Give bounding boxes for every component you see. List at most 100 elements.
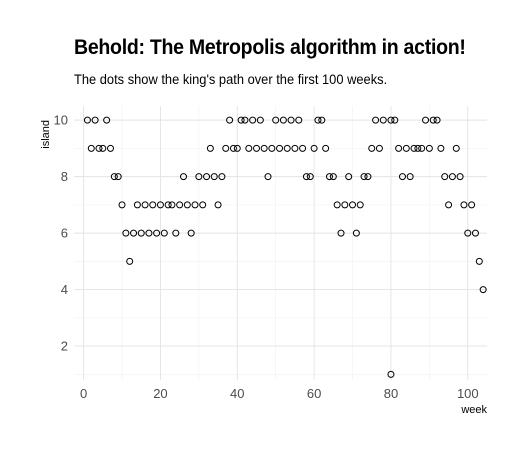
data-point bbox=[295, 116, 303, 124]
data-point bbox=[345, 173, 353, 181]
data-point bbox=[441, 173, 449, 181]
data-point bbox=[291, 144, 299, 152]
data-point bbox=[130, 229, 138, 237]
data-point bbox=[375, 144, 383, 152]
data-point bbox=[475, 257, 483, 265]
data-point bbox=[268, 144, 276, 152]
data-point bbox=[337, 229, 345, 237]
data-point bbox=[414, 144, 422, 152]
data-point bbox=[137, 229, 145, 237]
grid-lines bbox=[74, 106, 487, 380]
data-point bbox=[287, 116, 295, 124]
data-point bbox=[149, 201, 157, 209]
data-point bbox=[333, 201, 341, 209]
data-point bbox=[395, 144, 403, 152]
x-tick-label: 60 bbox=[307, 386, 321, 401]
data-point bbox=[310, 144, 318, 152]
data-point bbox=[160, 229, 168, 237]
data-point bbox=[126, 257, 134, 265]
data-point bbox=[106, 144, 114, 152]
data-point bbox=[183, 201, 191, 209]
data-point bbox=[264, 173, 272, 181]
data-point bbox=[402, 144, 410, 152]
data-point bbox=[306, 173, 314, 181]
data-point bbox=[322, 144, 330, 152]
data-point bbox=[276, 144, 284, 152]
data-point bbox=[206, 144, 214, 152]
data-point bbox=[233, 144, 241, 152]
x-tick-label: 100 bbox=[457, 386, 479, 401]
data-points bbox=[83, 116, 487, 378]
data-point bbox=[387, 370, 395, 378]
x-axis-label: week bbox=[460, 404, 487, 416]
data-point bbox=[425, 144, 433, 152]
x-tick-label: 40 bbox=[230, 386, 244, 401]
data-point bbox=[118, 201, 126, 209]
data-point bbox=[456, 173, 464, 181]
y-tick-label: 6 bbox=[61, 226, 68, 241]
data-point bbox=[410, 144, 418, 152]
data-point bbox=[387, 116, 395, 124]
data-point bbox=[256, 116, 264, 124]
data-point bbox=[245, 144, 253, 152]
data-point bbox=[398, 173, 406, 181]
data-point bbox=[314, 116, 322, 124]
chart-title: Behold: The Metropolis algorithm in acti… bbox=[74, 36, 466, 59]
y-axis-label: island bbox=[40, 120, 52, 149]
data-point bbox=[99, 144, 107, 152]
data-point bbox=[379, 116, 387, 124]
data-point bbox=[429, 116, 437, 124]
data-point bbox=[195, 173, 203, 181]
data-point bbox=[114, 173, 122, 181]
data-point bbox=[302, 173, 310, 181]
data-point bbox=[87, 144, 95, 152]
data-point bbox=[299, 144, 307, 152]
data-point bbox=[325, 173, 333, 181]
data-point bbox=[364, 173, 372, 181]
data-point bbox=[133, 201, 141, 209]
data-point bbox=[279, 116, 287, 124]
data-point bbox=[349, 201, 357, 209]
data-point bbox=[406, 173, 414, 181]
data-point bbox=[191, 201, 199, 209]
data-point bbox=[229, 144, 237, 152]
data-point bbox=[172, 229, 180, 237]
data-point bbox=[341, 201, 349, 209]
data-point bbox=[479, 286, 487, 294]
y-tick-label: 4 bbox=[61, 282, 68, 297]
data-point bbox=[122, 229, 130, 237]
data-point bbox=[460, 201, 468, 209]
data-point bbox=[372, 116, 380, 124]
data-point bbox=[214, 201, 222, 209]
data-point bbox=[418, 144, 426, 152]
data-point bbox=[210, 173, 218, 181]
data-point bbox=[437, 144, 445, 152]
data-point bbox=[203, 173, 211, 181]
data-point bbox=[110, 173, 118, 181]
data-point bbox=[153, 229, 161, 237]
data-point bbox=[164, 201, 172, 209]
data-point bbox=[468, 201, 476, 209]
data-point bbox=[352, 229, 360, 237]
data-point bbox=[252, 144, 260, 152]
x-tick-label: 20 bbox=[153, 386, 167, 401]
data-point bbox=[226, 116, 234, 124]
data-point bbox=[222, 144, 230, 152]
data-point bbox=[360, 173, 368, 181]
x-axis-ticks: 0 20 40 60 80 100 bbox=[80, 386, 479, 401]
y-tick-label: 8 bbox=[61, 169, 68, 184]
data-point bbox=[464, 229, 472, 237]
data-point bbox=[452, 144, 460, 152]
data-point bbox=[103, 116, 111, 124]
data-point bbox=[187, 229, 195, 237]
data-point bbox=[91, 116, 99, 124]
data-point bbox=[471, 229, 479, 237]
data-point bbox=[168, 201, 176, 209]
y-axis-ticks: 2 4 6 8 10 bbox=[54, 113, 68, 354]
data-point bbox=[179, 173, 187, 181]
data-point bbox=[199, 201, 207, 209]
data-point bbox=[83, 116, 91, 124]
data-point bbox=[283, 144, 291, 152]
data-point bbox=[241, 116, 249, 124]
